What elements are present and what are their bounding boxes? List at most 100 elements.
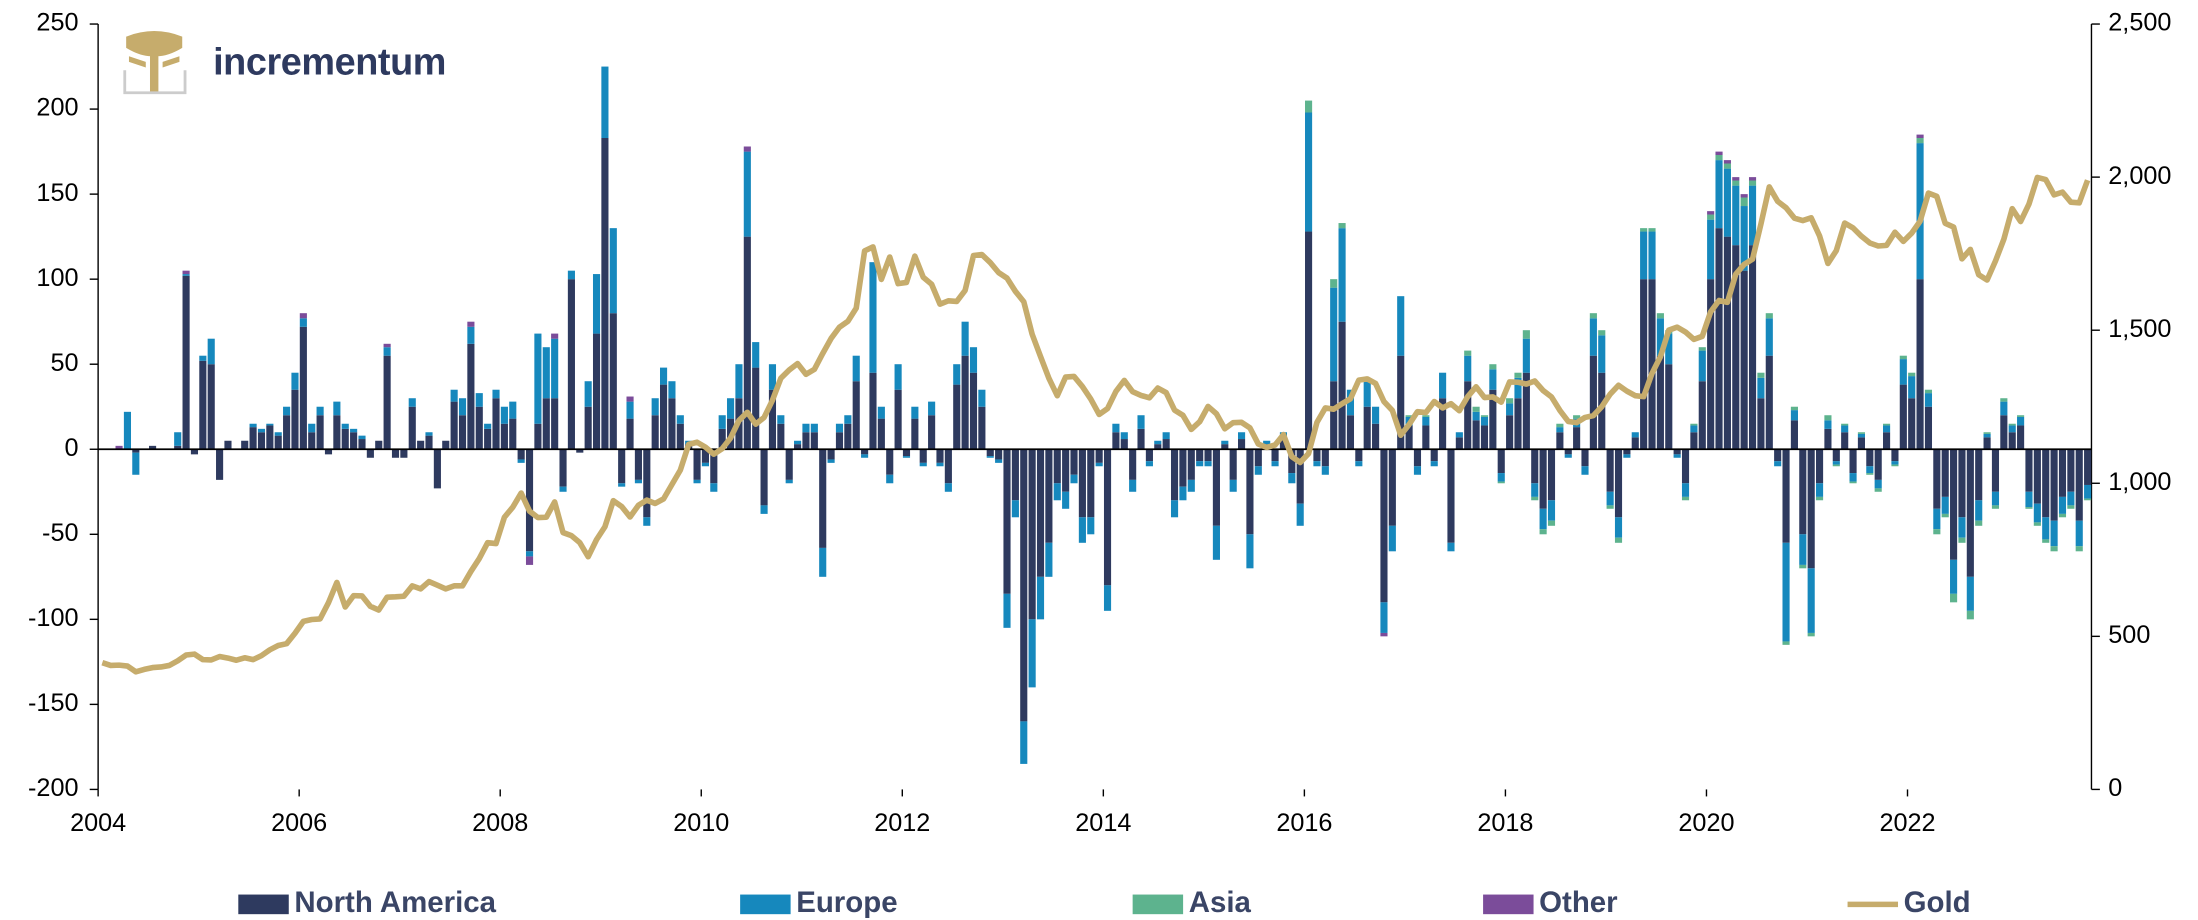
bar-segment — [1707, 211, 1715, 215]
bar-segment — [1137, 428, 1145, 450]
bar-segment — [1573, 415, 1581, 419]
bar-segment — [299, 313, 307, 319]
bar-segment — [1413, 449, 1422, 467]
bar-segment — [1372, 406, 1380, 424]
bar-segment — [408, 398, 416, 407]
bar-segment — [1950, 449, 1958, 560]
bar-segment — [1020, 721, 1028, 764]
bar-segment — [1899, 355, 1907, 360]
bar-segment — [1832, 464, 1840, 467]
bar-segment — [1447, 449, 1455, 543]
bar-segment — [1908, 398, 1916, 450]
bar-segment — [835, 432, 844, 450]
bar-segment — [291, 389, 299, 450]
bar-segment — [249, 423, 257, 428]
bar-segment — [1162, 432, 1170, 440]
bar-segment — [1640, 228, 1648, 232]
bar-segment — [1062, 449, 1070, 492]
bar-segment — [551, 333, 559, 339]
bar-segment — [1556, 427, 1564, 433]
bar-segment — [1439, 398, 1447, 450]
bar-segment — [1673, 454, 1681, 458]
bar-segment — [1891, 449, 1899, 462]
bar-segment — [534, 423, 542, 450]
bar-segment — [1799, 564, 1807, 569]
bar-segment — [718, 415, 726, 429]
bar-segment — [618, 483, 626, 487]
bar-segment — [1137, 415, 1145, 429]
bar-segment — [1472, 406, 1480, 412]
bar-segment — [1765, 313, 1773, 319]
bar-segment — [1028, 619, 1036, 688]
y2-tick-label: 2,000 — [2108, 162, 2171, 190]
bar-segment — [1170, 449, 1179, 501]
bar-segment — [1229, 479, 1237, 492]
bar-segment — [1405, 425, 1413, 450]
bar-segment — [1933, 529, 1941, 535]
bar-segment — [1975, 500, 1983, 521]
bar-segment — [1045, 449, 1053, 543]
bar-segment — [1196, 461, 1204, 467]
bar-segment — [1330, 381, 1338, 450]
bar-segment — [350, 428, 358, 433]
bar-segment — [1078, 517, 1086, 543]
bar-segment — [1849, 473, 1857, 482]
bar-segment — [492, 389, 500, 399]
bar-segment — [182, 270, 190, 275]
bar-segment — [1053, 483, 1061, 501]
bar-segment — [1531, 483, 1539, 497]
bar-segment — [953, 384, 961, 450]
bar-segment — [2050, 520, 2058, 547]
bar-segment — [1958, 517, 1966, 538]
bar-segment — [1899, 359, 1907, 385]
bar-segment — [1941, 513, 1949, 518]
bar-segment — [743, 151, 751, 237]
bar-segment — [1614, 517, 1623, 538]
bar-segment — [1162, 439, 1170, 450]
bar-segment — [1062, 491, 1070, 509]
bar-segment — [911, 406, 919, 419]
bar-segment — [1087, 517, 1095, 535]
y-tick-label: -100 — [28, 604, 78, 632]
bar-segment — [760, 449, 768, 506]
bar-segment — [1003, 593, 1011, 628]
bar-segment — [953, 364, 961, 385]
bar-segment — [2042, 539, 2050, 543]
bar-segment — [961, 355, 969, 450]
bar-segment — [1966, 576, 1974, 611]
bar-segment — [475, 393, 483, 407]
bar-segment — [886, 474, 894, 484]
bar-segment — [693, 449, 701, 480]
bar-segment — [1665, 333, 1673, 365]
bar-segment — [1338, 228, 1346, 322]
bar-segment — [199, 360, 207, 450]
bar-segment — [785, 479, 793, 484]
bar-segment — [1346, 389, 1355, 416]
bar-segment — [1522, 372, 1530, 450]
bar-segment — [2050, 449, 2058, 521]
bar-segment — [1506, 403, 1514, 416]
bar-segment — [693, 479, 701, 484]
bar-segment — [1388, 525, 1396, 552]
bar-segment — [1765, 355, 1773, 450]
bar-segment — [1204, 461, 1212, 467]
bar-segment — [1732, 245, 1740, 450]
bar-segment — [919, 449, 927, 463]
bar-segment — [1237, 432, 1246, 440]
bar-segment — [1991, 491, 2000, 506]
bar-segment — [199, 355, 207, 361]
bar-segment — [1748, 180, 1757, 186]
bar-segment — [2033, 449, 2041, 504]
bar-segment — [324, 449, 333, 455]
bar-segment — [1070, 449, 1078, 475]
legend-label: Other — [1539, 886, 1617, 919]
bar-segment — [433, 449, 441, 489]
bar-segment — [1841, 425, 1849, 433]
bar-segment — [1480, 415, 1489, 417]
bar-segment — [651, 398, 659, 416]
bar-segment — [1849, 481, 1857, 484]
bar-segment — [1614, 449, 1623, 518]
bar-segment — [1179, 449, 1187, 487]
bar-segment — [182, 275, 190, 450]
bar-segment — [1732, 185, 1740, 246]
